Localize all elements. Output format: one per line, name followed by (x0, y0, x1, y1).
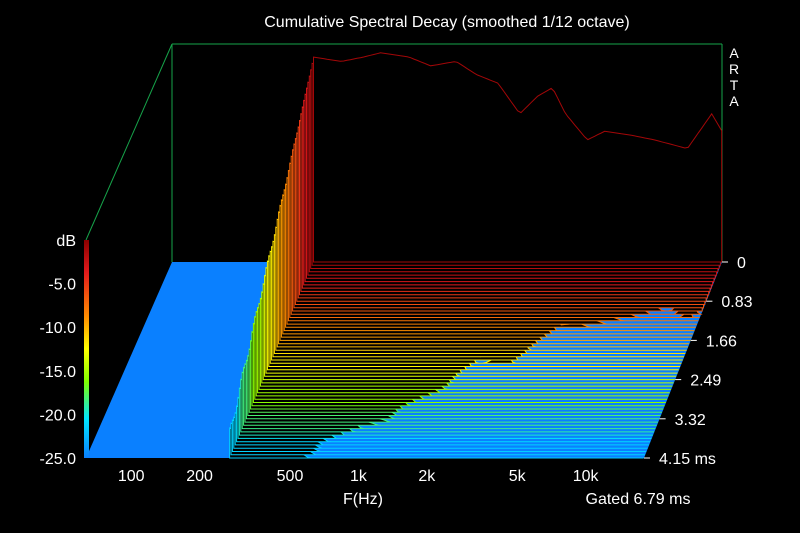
y-tick-label: -20.0 (40, 407, 77, 424)
x-tick-label: 10k (573, 468, 600, 485)
z-tick-label: 2.49 (690, 373, 721, 390)
chart-title: Cumulative Spectral Decay (smoothed 1/12… (264, 14, 630, 31)
watermark-letter: R (729, 61, 739, 77)
z-ticks: 0 0.83 1.66 2.49 3.32 4.15 ms (644, 255, 753, 468)
watermark-letter: A (729, 45, 739, 61)
x-tick-label: 100 (118, 468, 145, 485)
x-tick-label: 200 (186, 468, 213, 485)
waterfall-slices (229, 52, 723, 459)
x-ticks: 100 200 500 1k 2k 5k 10k (118, 468, 600, 485)
x-tick-label: 5k (509, 468, 527, 485)
watermark-letter: T (730, 77, 739, 93)
gated-label: Gated 6.79 ms (586, 491, 691, 508)
y-tick-label: -25.0 (40, 451, 77, 468)
x-tick-label: 1k (350, 468, 368, 485)
db-color-bar (84, 240, 89, 458)
y-tick-label: -15.0 (40, 364, 77, 381)
decay-slice (313, 52, 723, 263)
x-axis-label: F(Hz) (343, 491, 383, 508)
x-tick-label: 500 (277, 468, 304, 485)
z-tick-label: 0.83 (721, 294, 752, 311)
x-tick-label: 2k (418, 468, 436, 485)
y-tick-label: -5.0 (48, 277, 76, 294)
y-axis-label: dB (56, 233, 76, 250)
z-tick-label: 1.66 (706, 333, 737, 350)
frame-left-diag (85, 43, 173, 241)
z-tick-label: 0 (737, 255, 746, 272)
watermark-letter: A (729, 93, 739, 109)
z-tick-label: 3.32 (675, 412, 706, 429)
z-tick-label: 4.15 ms (659, 451, 716, 468)
y-ticks: -5.0 -10.0 -15.0 -20.0 -25.0 (40, 277, 77, 468)
y-tick-label: -10.0 (40, 320, 77, 337)
